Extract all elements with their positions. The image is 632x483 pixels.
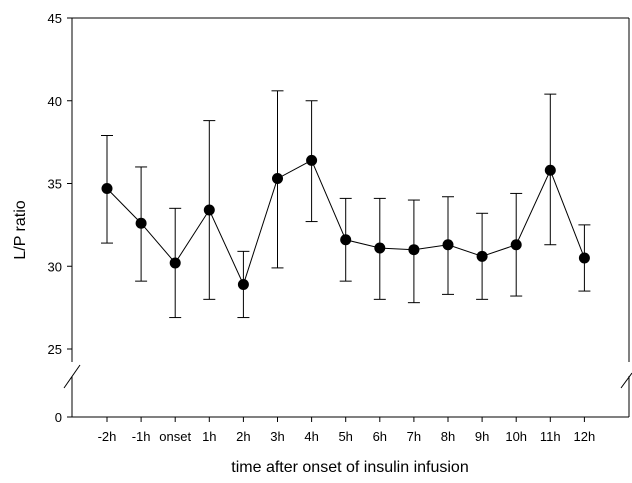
x-tick-label: 2h [236,429,250,444]
y-tick-label: 35 [48,177,62,192]
x-tick-label: 10h [505,429,527,444]
data-point [442,239,454,251]
x-tick-label: 1h [202,429,216,444]
x-tick-label: 11h [540,429,561,444]
y-tick-label: 0 [55,410,62,425]
x-tick-label: 5h [338,429,352,444]
data-point [476,250,488,262]
data-point [374,242,386,254]
data-point [510,239,522,251]
data-point [272,173,283,185]
y-axis-title: L/P ratio [12,200,29,259]
y-tick-label: 40 [48,94,62,109]
y-axis-ticks: 25 30 35 40 45 0 [48,11,72,425]
x-tick-label: 4h [304,429,318,444]
data-markers [101,154,590,290]
x-axis-title: time after onset of insulin infusion [231,459,468,476]
data-point [544,164,556,176]
data-point [408,244,420,256]
x-tick-label: 3h [270,429,284,444]
x-tick-label: 8h [441,429,455,444]
y-tick-label: 45 [48,11,62,26]
axis-break-left [63,364,81,389]
x-tick-label: 9h [475,429,489,444]
y-tick-label: 30 [48,259,62,274]
x-tick-label: 6h [373,429,387,444]
data-point [135,217,147,229]
plot-frame [63,17,632,418]
x-tick-label: -1h [132,429,151,444]
x-tick-label: 12h [574,429,596,444]
x-tick-label: onset [159,429,191,444]
data-point [578,252,590,264]
x-tick-label: 7h [407,429,421,444]
axis-break-right [620,372,632,389]
data-point [340,234,352,246]
x-axis-ticks: -2h -1h onset 1h 2h 3h 4h 5h 6h 7h 8h 9h 10h 11h 12h [98,417,596,444]
data-point [237,278,249,290]
y-tick-label: 25 [48,342,62,357]
error-bars [101,90,591,319]
data-point [203,204,215,216]
data-point [306,154,318,166]
x-tick-label: -2h [98,429,117,444]
data-point [101,182,113,194]
data-point [169,257,181,269]
